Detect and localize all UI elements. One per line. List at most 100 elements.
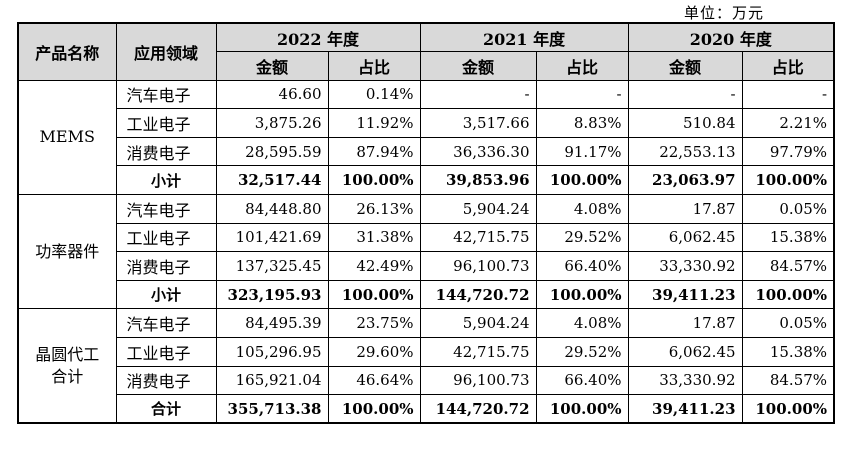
ratio-cell: 0.05% (741, 194, 835, 224)
subtotal-ratio-cell: 100.00% (327, 165, 421, 196)
amount-cell: 84,448.80 (215, 194, 329, 224)
amount-cell: 6,062.45 (627, 337, 743, 367)
subtotal-amount-cell: 144,720.72 (419, 279, 537, 310)
ratio-cell: 29.52% (535, 337, 629, 367)
ratio-cell: 8.83% (535, 108, 629, 138)
application-cell: 工业电子 (115, 337, 217, 367)
application-cell: 工业电子 (115, 108, 217, 138)
application-cell: 消费电子 (115, 136, 217, 167)
ratio-cell: 4.08% (535, 308, 629, 339)
subtotal-label: 合计 (115, 394, 217, 424)
table-row: 工业电子 105,296.95 29.60% 42,715.75 29.52% 6,062… (18, 337, 835, 367)
application-cell: 汽车电子 (115, 308, 217, 339)
subtotal-ratio-cell: 100.00% (741, 394, 835, 424)
ratio-cell: 42.49% (327, 251, 421, 281)
amount-cell: 3,517.66 (419, 108, 537, 138)
subtotal-row: 合计 355,713.38 100.00% 144,720.72 100.00% 39,4… (18, 394, 835, 424)
amount-cell: 17.87 (627, 308, 743, 339)
ratio-cell: 46.64% (327, 365, 421, 396)
ratio-cell: - (741, 79, 835, 110)
ratio-cell: 31.38% (327, 222, 421, 253)
subtotal-row: 小计 323,195.93 100.00% 144,720.72 100.00% 39,4… (18, 279, 835, 310)
amount-cell: 3,875.26 (215, 108, 329, 138)
amount-cell: 6,062.45 (627, 222, 743, 253)
ratio-cell: 84.57% (741, 365, 835, 396)
subtotal-ratio-cell: 100.00% (535, 394, 629, 424)
amount-cell: 5,904.24 (419, 194, 537, 224)
subtotal-ratio-cell: 100.00% (535, 165, 629, 196)
amount-cell: 22,553.13 (627, 136, 743, 167)
table-row: 工业电子 101,421.69 31.38% 42,715.75 29.52% 6,062… (18, 222, 835, 253)
amount-cell: 28,595.59 (215, 136, 329, 167)
subtotal-amount-cell: 39,411.23 (627, 279, 743, 310)
amount-cell: 42,715.75 (419, 337, 537, 367)
subtotal-row: 小计 32,517.44 100.00% 39,853.96 100.00% 23,063… (18, 165, 835, 196)
ratio-cell: - (535, 79, 629, 110)
ratio-cell: 84.57% (741, 251, 835, 281)
revenue-table: 产品名称 应用领域 2022 年度 2021 年度 2020 年度 金额 占比 … (17, 22, 836, 425)
product-name-cell: MEMS (17, 79, 117, 196)
header-amount: 金额 (419, 51, 537, 81)
ratio-cell: 26.13% (327, 194, 421, 224)
table-row: 消费电子 28,595.59 87.94% 36,336.30 91.17% 22,553… (18, 136, 835, 167)
subtotal-ratio-cell: 100.00% (741, 165, 835, 196)
unit-label: 单位：万元 (684, 4, 765, 22)
application-cell: 消费电子 (115, 251, 217, 281)
ratio-cell: 0.14% (327, 79, 421, 110)
application-cell: 汽车电子 (115, 79, 217, 110)
product-name-cell: 晶圆代工合计 (17, 308, 117, 424)
amount-cell: 96,100.73 (419, 365, 537, 396)
table-row: 功率器件 汽车电子 84,448.80 26.13% 5,904.24 4.08% 17.8… (17, 194, 835, 310)
header-amount: 金额 (215, 51, 329, 81)
ratio-cell: 23.75% (327, 308, 421, 339)
ratio-cell: 0.05% (741, 308, 835, 339)
ratio-cell: 87.94% (327, 136, 421, 167)
subtotal-amount-cell: 355,713.38 (215, 394, 329, 424)
amount-cell: 165,921.04 (215, 365, 329, 396)
header-amount: 金额 (627, 51, 743, 81)
subtotal-amount-cell: 39,411.23 (627, 394, 743, 424)
table-row: 工业电子 3,875.26 11.92% 3,517.66 8.83% 510.84 2.2… (18, 108, 835, 138)
amount-cell: 101,421.69 (215, 222, 329, 253)
amount-cell: 510.84 (627, 108, 743, 138)
application-cell: 汽车电子 (115, 194, 217, 224)
amount-cell: 42,715.75 (419, 222, 537, 253)
subtotal-label: 小计 (115, 279, 217, 310)
ratio-cell: 66.40% (535, 365, 629, 396)
header-application: 应用领域 (115, 22, 217, 81)
amount-cell: 105,296.95 (215, 337, 329, 367)
application-cell: 消费电子 (115, 365, 217, 396)
amount-cell: 137,325.45 (215, 251, 329, 281)
header-ratio: 占比 (327, 51, 421, 81)
amount-cell: 33,330.92 (627, 251, 743, 281)
subtotal-amount-cell: 323,195.93 (215, 279, 329, 310)
table-row: 晶圆代工合计 汽车电子 84,495.39 23.75% 5,904.24 4.08% 17… (17, 308, 835, 424)
amount-cell: 36,336.30 (419, 136, 537, 167)
table-row: 消费电子 165,921.04 46.64% 96,100.73 66.40% 33,33… (18, 365, 835, 396)
amount-cell: 5,904.24 (419, 308, 537, 339)
table-body: MEMS 汽车电子 46.60 0.14% - - - - 工业电子 3,875.26 11.92%… (17, 79, 835, 424)
subtotal-ratio-cell: 100.00% (741, 279, 835, 310)
header-year-2020: 2020 年度 (627, 22, 835, 53)
ratio-cell: 29.60% (327, 337, 421, 367)
subtotal-label: 小计 (115, 165, 217, 196)
amount-cell: 46.60 (215, 79, 329, 110)
ratio-cell: 4.08% (535, 194, 629, 224)
header-ratio: 占比 (741, 51, 835, 81)
table-row: 消费电子 137,325.45 42.49% 96,100.73 66.40% 33,33… (18, 251, 835, 281)
subtotal-amount-cell: 32,517.44 (215, 165, 329, 196)
subtotal-amount-cell: 39,853.96 (419, 165, 537, 196)
amount-cell: 96,100.73 (419, 251, 537, 281)
amount-cell: 84,495.39 (215, 308, 329, 339)
subtotal-ratio-cell: 100.00% (327, 279, 421, 310)
subtotal-ratio-cell: 100.00% (535, 279, 629, 310)
subtotal-amount-cell: 144,720.72 (419, 394, 537, 424)
amount-cell: 33,330.92 (627, 365, 743, 396)
amount-cell: - (627, 79, 743, 110)
ratio-cell: 91.17% (535, 136, 629, 167)
amount-cell: 17.87 (627, 194, 743, 224)
header-ratio: 占比 (535, 51, 629, 81)
application-cell: 工业电子 (115, 222, 217, 253)
header-year-2022: 2022 年度 (215, 22, 421, 53)
product-name-cell: 功率器件 (17, 194, 117, 310)
